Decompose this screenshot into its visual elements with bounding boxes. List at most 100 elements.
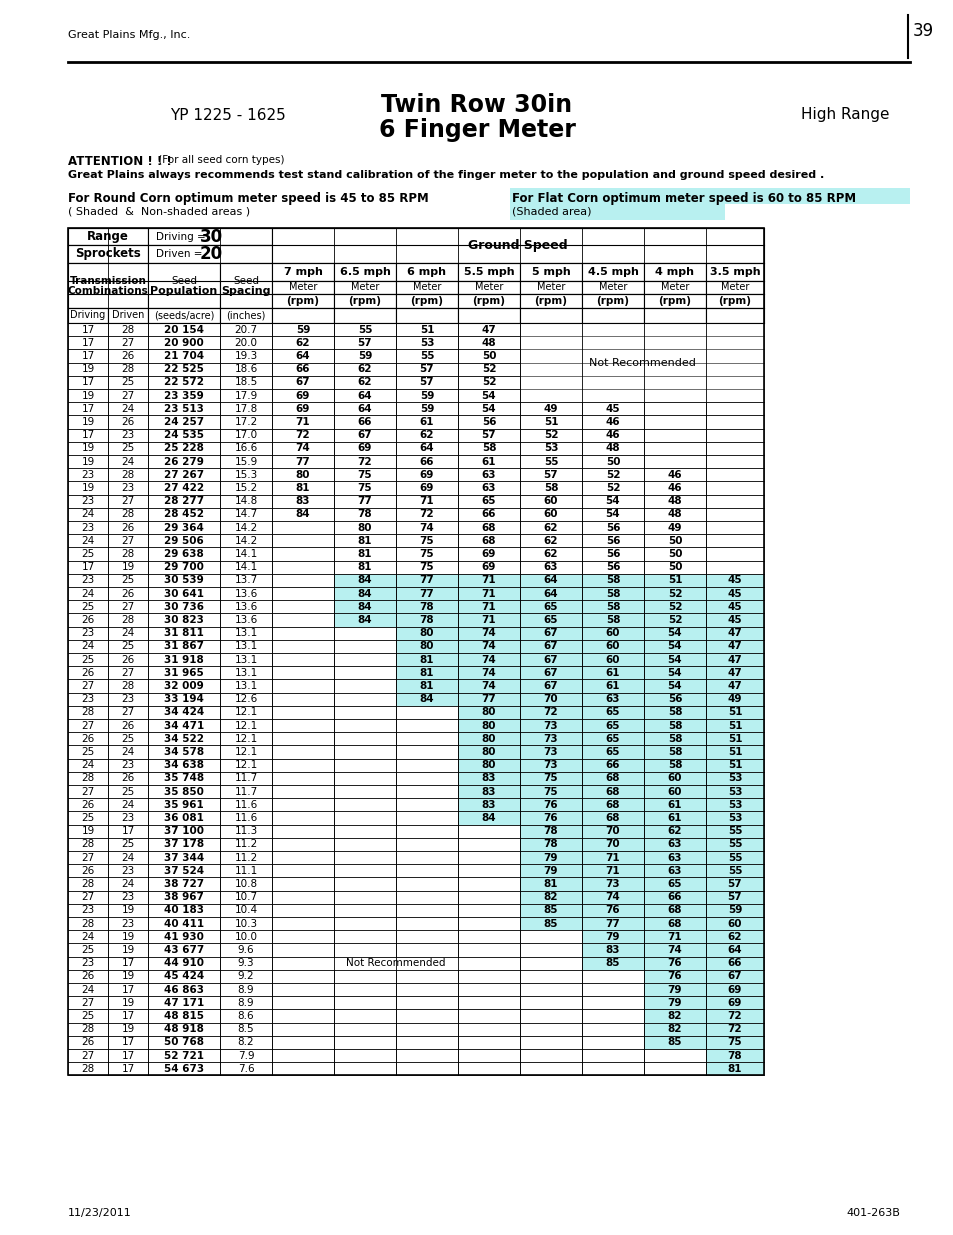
- Text: 71: 71: [605, 852, 619, 862]
- Text: (For all seed corn types): (For all seed corn types): [154, 156, 284, 165]
- Text: 84: 84: [419, 694, 434, 704]
- Bar: [220, 653, 272, 666]
- Text: 80: 80: [419, 641, 434, 651]
- Bar: [643, 758, 705, 772]
- Bar: [705, 561, 763, 574]
- Bar: [395, 864, 457, 877]
- Text: 60: 60: [667, 773, 681, 783]
- Bar: [68, 415, 108, 429]
- Text: 11.1: 11.1: [234, 866, 257, 876]
- Bar: [108, 1023, 148, 1036]
- Bar: [148, 547, 220, 561]
- Bar: [68, 983, 108, 997]
- Text: 15.2: 15.2: [234, 483, 257, 493]
- Bar: [108, 626, 148, 640]
- Text: 58: 58: [605, 589, 619, 599]
- Text: 26: 26: [121, 351, 134, 361]
- Bar: [457, 442, 519, 454]
- Text: 26: 26: [81, 800, 94, 810]
- Text: 6.5 mph: 6.5 mph: [339, 267, 390, 277]
- Text: (rpm): (rpm): [596, 296, 629, 306]
- Bar: [643, 468, 705, 482]
- Text: 19: 19: [121, 945, 134, 955]
- Bar: [457, 877, 519, 890]
- Text: 34 578: 34 578: [164, 747, 204, 757]
- Bar: [395, 508, 457, 521]
- Bar: [334, 693, 395, 705]
- Text: 27: 27: [81, 680, 94, 692]
- Text: 34 424: 34 424: [164, 708, 204, 718]
- Bar: [519, 442, 581, 454]
- Bar: [68, 798, 108, 811]
- Bar: [581, 600, 643, 614]
- Text: 24: 24: [81, 931, 94, 942]
- Bar: [272, 732, 334, 746]
- Bar: [220, 468, 272, 482]
- Bar: [334, 1036, 395, 1049]
- Text: 51: 51: [727, 747, 741, 757]
- Text: 60: 60: [543, 496, 558, 506]
- Text: 17: 17: [81, 351, 94, 361]
- Text: 77: 77: [295, 457, 310, 467]
- Bar: [334, 679, 395, 693]
- Text: 76: 76: [543, 813, 558, 823]
- Text: 47: 47: [727, 655, 741, 664]
- Bar: [272, 837, 334, 851]
- Bar: [108, 468, 148, 482]
- Text: 6 mph: 6 mph: [407, 267, 446, 277]
- Bar: [519, 482, 581, 494]
- Bar: [705, 944, 763, 957]
- Bar: [705, 415, 763, 429]
- Bar: [705, 1049, 763, 1062]
- Text: 48 815: 48 815: [164, 1011, 204, 1021]
- Text: 25: 25: [81, 1011, 94, 1021]
- Bar: [272, 521, 334, 535]
- Bar: [395, 1062, 457, 1076]
- Text: 26: 26: [121, 417, 134, 427]
- Bar: [148, 308, 220, 324]
- Bar: [334, 508, 395, 521]
- Text: 72: 72: [357, 457, 372, 467]
- Bar: [395, 324, 457, 336]
- Bar: [643, 403, 705, 415]
- Bar: [457, 494, 519, 508]
- Bar: [519, 324, 763, 403]
- Text: 17: 17: [81, 338, 94, 348]
- Bar: [395, 494, 457, 508]
- Bar: [457, 1009, 519, 1023]
- Text: (Shaded area): (Shaded area): [512, 207, 591, 217]
- Bar: [457, 653, 519, 666]
- Bar: [108, 732, 148, 746]
- Bar: [395, 415, 457, 429]
- Bar: [643, 969, 705, 983]
- Bar: [108, 997, 148, 1009]
- Text: 82: 82: [543, 892, 558, 903]
- Text: 28: 28: [121, 469, 134, 480]
- Text: 51: 51: [727, 734, 741, 743]
- Text: Great Plains always recommends test stand calibration of the finger meter to the: Great Plains always recommends test stan…: [68, 170, 823, 180]
- Bar: [148, 375, 220, 389]
- Text: 70: 70: [605, 840, 619, 850]
- Text: 59: 59: [357, 351, 372, 361]
- Bar: [272, 282, 334, 294]
- Bar: [220, 904, 272, 918]
- Text: 38 967: 38 967: [164, 892, 204, 903]
- Bar: [148, 877, 220, 890]
- Bar: [334, 324, 395, 336]
- Text: 24: 24: [121, 852, 134, 862]
- Bar: [519, 561, 581, 574]
- Text: 66: 66: [727, 958, 741, 968]
- Bar: [108, 535, 148, 547]
- Bar: [643, 864, 705, 877]
- Bar: [519, 693, 581, 705]
- Bar: [705, 758, 763, 772]
- Text: 58: 58: [667, 747, 681, 757]
- Bar: [457, 482, 519, 494]
- Bar: [581, 944, 643, 957]
- Text: 47: 47: [727, 668, 741, 678]
- Bar: [519, 574, 581, 587]
- Bar: [108, 1062, 148, 1076]
- Bar: [519, 1009, 581, 1023]
- Bar: [148, 245, 272, 263]
- Bar: [108, 375, 148, 389]
